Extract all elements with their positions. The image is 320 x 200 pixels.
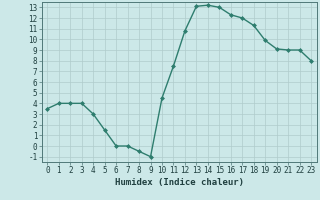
X-axis label: Humidex (Indice chaleur): Humidex (Indice chaleur) [115,178,244,187]
